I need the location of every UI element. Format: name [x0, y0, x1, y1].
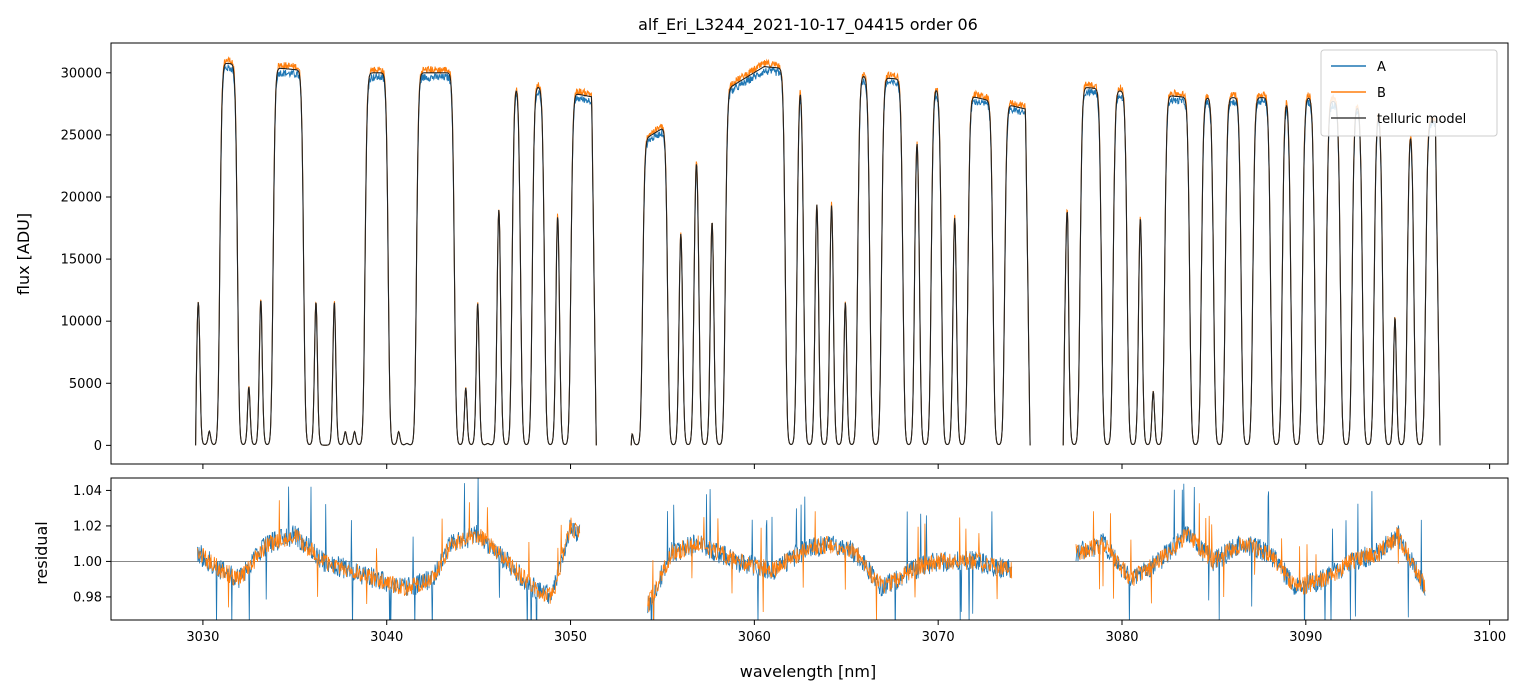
- x-tick-label-wavelength: 3070: [922, 630, 955, 645]
- spectrum-plot-area: [195, 55, 1441, 446]
- chart-title: alf_Eri_L3244_2021-10-17_04415 order 06: [638, 15, 978, 35]
- residual-plot-area: [111, 478, 1508, 620]
- x-tick-label-wavelength: 3050: [554, 630, 587, 645]
- legend-label-a: A: [1377, 60, 1386, 75]
- series-b-line-segment-1: [195, 55, 597, 446]
- residual-a-line-segment-2: [647, 489, 1013, 620]
- y-tick-label-flux: 0: [94, 439, 102, 454]
- legend: A B telluric model: [1320, 49, 1498, 137]
- x-tick-label-wavelength: 3030: [186, 630, 219, 645]
- y-axis-label-residual: residual: [32, 521, 51, 584]
- telluric-model-line-segment-3: [1062, 87, 1441, 446]
- x-tick-label-wavelength: 3100: [1473, 630, 1506, 645]
- spectrum-panel-frame: [110, 42, 1509, 465]
- y-axis-label-flux: flux [ADU]: [14, 213, 33, 295]
- y-tick-label-flux: 30000: [61, 66, 102, 81]
- y-tick-label-flux: 10000: [61, 315, 102, 330]
- x-tick-label-wavelength: 3040: [370, 630, 403, 645]
- telluric-model-line-segment-2: [630, 66, 1031, 446]
- legend-box: [1320, 49, 1498, 137]
- x-axis-label-wavelength: wavelength [nm]: [740, 662, 877, 681]
- residual-a-line-segment-3: [1075, 483, 1426, 620]
- residual-b-line-segment-3: [1075, 503, 1426, 604]
- x-tick-label-wavelength: 3060: [738, 630, 771, 645]
- y-tick-label-residual: 1.02: [73, 519, 102, 534]
- y-tick-label-flux: 15000: [61, 253, 102, 268]
- y-tick-label-flux: 25000: [61, 128, 102, 143]
- residual-panel-frame: [110, 477, 1509, 621]
- x-tick-label-wavelength: 3090: [1289, 630, 1322, 645]
- y-tick-label-flux: 20000: [61, 190, 102, 205]
- series-a-line-segment-1: [195, 64, 597, 446]
- y-tick-label-residual: 1.00: [73, 555, 102, 570]
- residual-b-line-segment-2: [647, 511, 1013, 620]
- telluric-model-line-segment-1: [195, 62, 597, 446]
- y-tick-label-residual: 0.98: [73, 590, 102, 605]
- legend-label-b: B: [1377, 86, 1386, 101]
- residual-b-line-segment-1: [197, 500, 581, 608]
- legend-label-telluric-model: telluric model: [1377, 112, 1466, 127]
- x-tick-label-wavelength: 3080: [1105, 630, 1138, 645]
- y-tick-label-flux: 5000: [69, 377, 102, 392]
- y-tick-label-residual: 1.04: [73, 484, 102, 499]
